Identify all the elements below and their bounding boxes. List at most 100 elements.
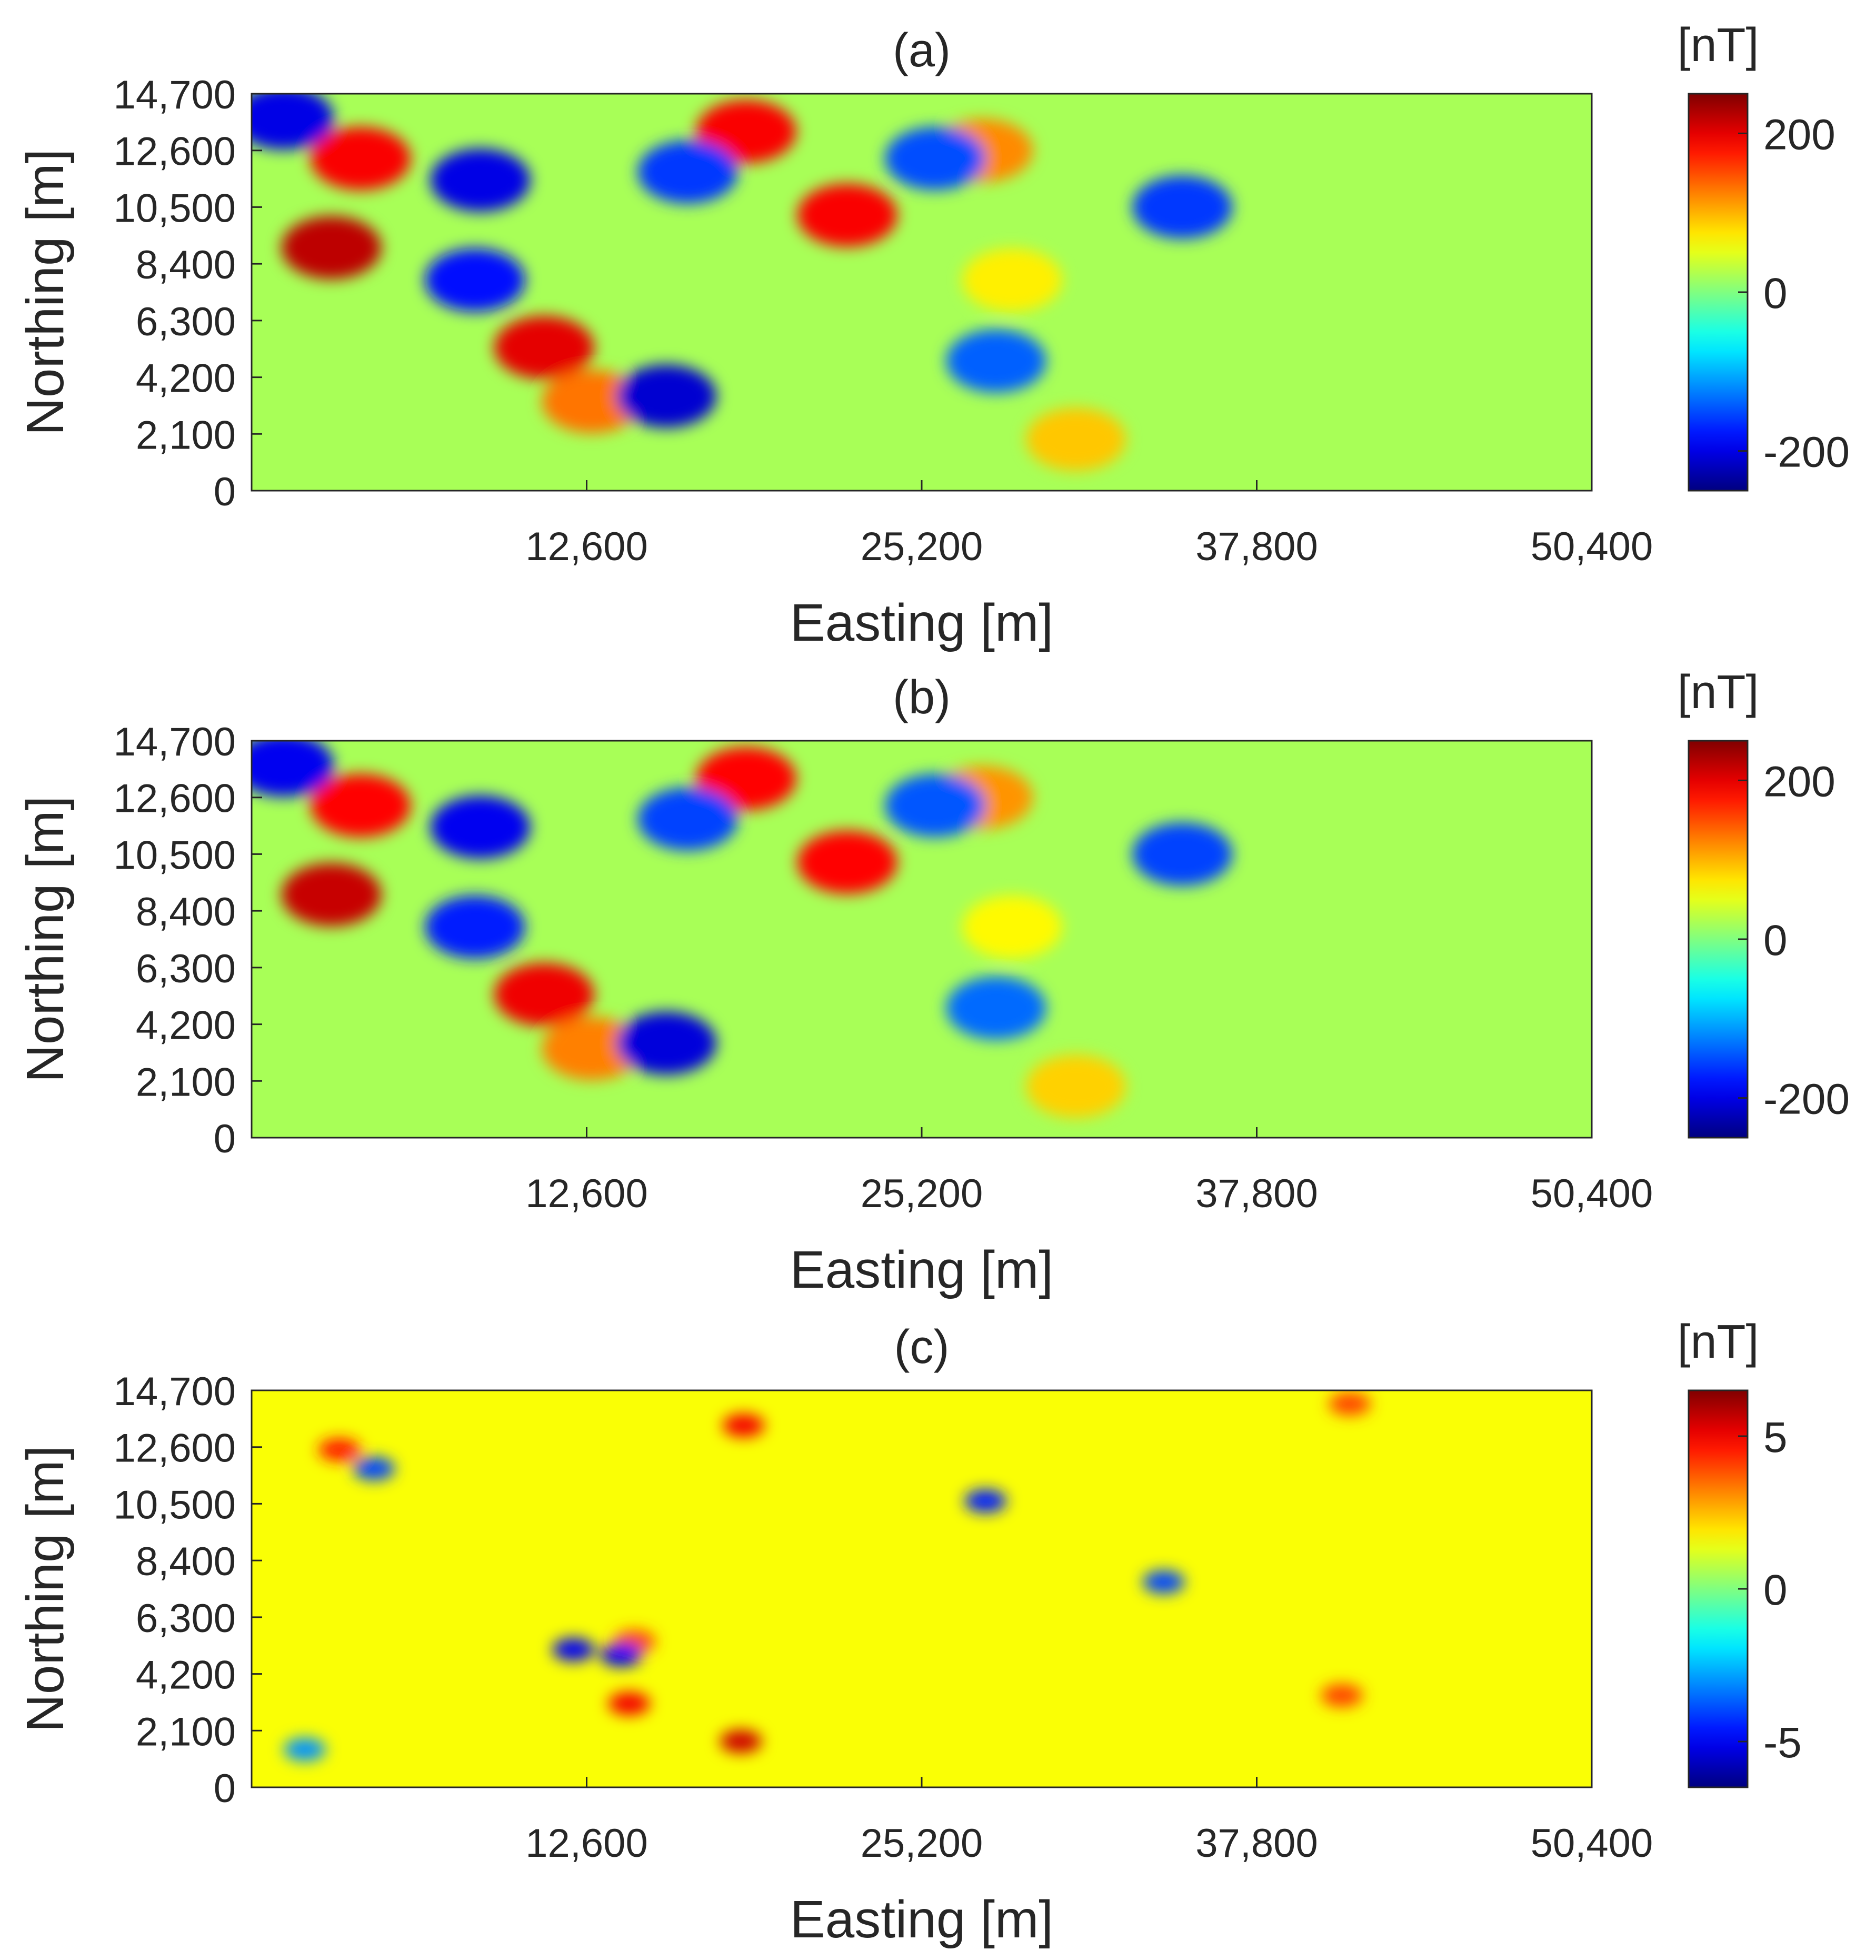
colorbar-tick-label: 0 bbox=[1763, 917, 1788, 964]
colorbar-unit-label: [nT] bbox=[1677, 666, 1759, 719]
y-tick-label: 12,600 bbox=[114, 130, 236, 174]
y-tick-label: 10,500 bbox=[114, 186, 236, 231]
y-tick-label: 4,200 bbox=[136, 1653, 236, 1698]
colorbar-gradient bbox=[1688, 93, 1749, 492]
y-tick-label: 14,700 bbox=[114, 720, 236, 764]
anomaly-cell bbox=[696, 100, 796, 163]
panel-title: (a) bbox=[893, 24, 951, 77]
x-axis-label: Easting [m] bbox=[790, 1890, 1053, 1949]
y-tick-label: 12,600 bbox=[114, 1426, 236, 1471]
heatmap-background bbox=[252, 1390, 1592, 1787]
y-tick-label: 6,300 bbox=[136, 1596, 236, 1641]
y-tick-label: 10,500 bbox=[114, 833, 236, 878]
x-tick-label: 12,600 bbox=[525, 1821, 647, 1866]
y-tick-label: 0 bbox=[214, 1766, 236, 1811]
y-tick-label: 8,400 bbox=[136, 1539, 236, 1584]
y-tick-label: 14,700 bbox=[114, 73, 236, 117]
x-tick-label: 25,200 bbox=[861, 1821, 983, 1866]
anomaly-cell bbox=[311, 127, 411, 191]
anomaly-cell bbox=[1132, 822, 1233, 886]
chart-panel-a: (a) 12,600 25,200 37,800 50,400 0 2,100 4,200 6,… bbox=[16, 19, 1850, 652]
colorbar-tick-label: 200 bbox=[1763, 758, 1835, 805]
anomaly-cell bbox=[616, 364, 717, 428]
chart-panel-b: (b) 12,600 25,200 37,800 50,400 0 2,100 4,200 6,… bbox=[16, 666, 1850, 1299]
panel-title: (b) bbox=[893, 671, 951, 724]
colorbar-tick-label: -200 bbox=[1763, 1076, 1850, 1123]
anomaly-cell bbox=[1132, 175, 1233, 239]
colorbar-tick-label: -200 bbox=[1763, 429, 1850, 476]
anomaly-cell bbox=[252, 94, 334, 150]
anomaly-cell bbox=[281, 216, 382, 280]
colorbar: [nT] -200 0 200 bbox=[1677, 19, 1850, 492]
anomaly-cell bbox=[946, 329, 1046, 393]
anomaly-cell bbox=[552, 1638, 595, 1661]
anomaly-cell bbox=[318, 1438, 361, 1461]
anomaly-cell bbox=[425, 248, 525, 312]
heatmap bbox=[252, 94, 1592, 491]
x-tick-label: 37,800 bbox=[1195, 524, 1318, 569]
anomaly-cell bbox=[1321, 1684, 1363, 1707]
colorbar-gradient bbox=[1688, 1389, 1749, 1788]
x-tick-label: 37,800 bbox=[1195, 1171, 1318, 1216]
anomaly-cell bbox=[542, 1017, 642, 1080]
x-tick-label: 12,600 bbox=[525, 1171, 647, 1216]
anomaly-cell bbox=[1025, 1054, 1126, 1118]
anomaly-cell bbox=[425, 895, 525, 959]
anomaly-cell bbox=[311, 774, 411, 838]
anomaly-cell bbox=[962, 248, 1062, 312]
colorbar-tick-label: 5 bbox=[1763, 1414, 1788, 1461]
y-tick-label: 4,200 bbox=[136, 356, 236, 401]
anomaly-cell bbox=[1142, 1570, 1185, 1594]
y-axis-label: Northing [m] bbox=[16, 796, 75, 1083]
y-tick-label: 4,200 bbox=[136, 1003, 236, 1048]
x-tick-label: 25,200 bbox=[861, 1171, 983, 1216]
y-tick-label: 2,100 bbox=[136, 413, 236, 457]
y-tick-label: 0 bbox=[214, 1117, 236, 1161]
anomaly-cell bbox=[637, 140, 738, 204]
anomaly-cell bbox=[494, 316, 594, 380]
colorbar: [nT] -5 0 5 bbox=[1677, 1316, 1802, 1788]
y-tick-label: 8,400 bbox=[136, 890, 236, 934]
anomaly-cell bbox=[962, 895, 1062, 959]
y-tick-label: 8,400 bbox=[136, 243, 236, 287]
x-tick-label: 25,200 bbox=[861, 524, 983, 569]
colorbar-unit-label: [nT] bbox=[1677, 19, 1759, 72]
colorbar-tick-label: -5 bbox=[1763, 1719, 1802, 1767]
anomaly-cell bbox=[542, 370, 642, 433]
heatmap-anomalies bbox=[252, 741, 1233, 1118]
x-axis-label: Easting [m] bbox=[790, 1240, 1053, 1299]
y-tick-label: 0 bbox=[214, 470, 236, 514]
anomaly-cell bbox=[494, 963, 594, 1027]
anomaly-cell bbox=[964, 1489, 1007, 1513]
anomaly-cell bbox=[946, 976, 1046, 1040]
x-tick-label: 50,400 bbox=[1531, 1821, 1653, 1866]
heatmap bbox=[252, 741, 1592, 1138]
anomaly-cell bbox=[720, 1729, 762, 1753]
anomaly-cell bbox=[281, 863, 382, 927]
x-tick-label: 12,600 bbox=[525, 524, 647, 569]
colorbar-tick-label: 0 bbox=[1763, 1566, 1788, 1614]
y-tick-label: 6,300 bbox=[136, 947, 236, 991]
y-axis-label: Northing [m] bbox=[16, 149, 75, 436]
colorbar-tick-label: 0 bbox=[1763, 270, 1788, 317]
anomaly-cell bbox=[885, 774, 985, 838]
anomaly-cell bbox=[637, 787, 738, 851]
x-axis-label: Easting [m] bbox=[790, 593, 1053, 652]
anomaly-cell bbox=[696, 747, 796, 810]
colorbar-tick-label: 200 bbox=[1763, 111, 1835, 158]
panel-title: (c) bbox=[894, 1321, 950, 1374]
anomaly-cell bbox=[885, 127, 985, 191]
anomaly-cell bbox=[430, 795, 531, 859]
anomaly-cell bbox=[600, 1643, 643, 1667]
anomaly-cell bbox=[722, 1414, 765, 1437]
y-tick-label: 14,700 bbox=[114, 1369, 236, 1414]
y-tick-label: 6,300 bbox=[136, 300, 236, 344]
x-tick-label: 37,800 bbox=[1195, 1821, 1318, 1866]
y-axis-label: Northing [m] bbox=[16, 1446, 75, 1733]
x-tick-label: 50,400 bbox=[1531, 1171, 1653, 1216]
colorbar-unit-label: [nT] bbox=[1677, 1316, 1759, 1368]
anomaly-cell bbox=[1025, 407, 1126, 471]
anomaly-cell bbox=[608, 1692, 651, 1715]
anomaly-cell bbox=[797, 183, 897, 247]
